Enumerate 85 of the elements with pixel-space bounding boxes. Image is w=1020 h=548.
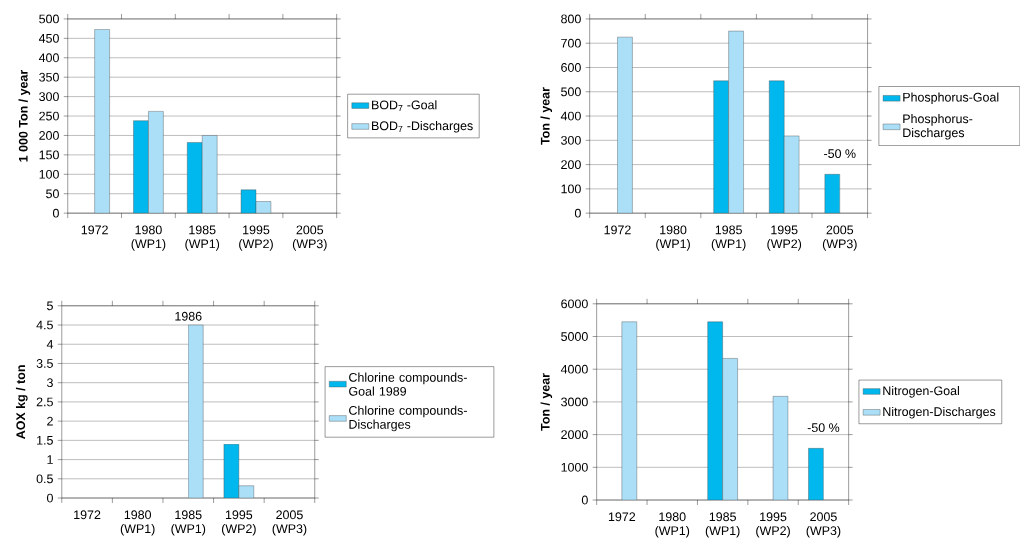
y-tick-label: 1: [47, 455, 53, 464]
legend-label: Phosphorus-Goal: [903, 92, 999, 105]
y-tick-label: 150: [39, 150, 59, 160]
x-tick-label: 1995 (WP2): [756, 512, 790, 538]
y-axis-title: 1 000 Ton / year: [18, 70, 31, 162]
annotation: 1986: [175, 311, 202, 321]
bar: [202, 135, 218, 214]
y-tick-label: 2.5: [36, 397, 53, 407]
x-tick-label: 1995 (WP2): [767, 225, 802, 251]
legend-label: Nitrogen-Goal: [883, 386, 959, 398]
bar: [188, 324, 204, 499]
x-tick-label: 1985 (WP1): [705, 512, 740, 538]
x-tick-label: 2005 (WP3): [272, 510, 307, 536]
y-tick-label: 700: [561, 38, 581, 48]
y-tick-label: 4.5: [36, 320, 53, 330]
y-tick-label: 2000: [561, 430, 588, 440]
x-tick-label: 1985 (WP1): [711, 225, 746, 251]
y-tick-label: 1.5: [37, 436, 53, 445]
bar: [769, 80, 785, 214]
annotation: -50 %: [824, 149, 856, 159]
x-tick-label: 1980 (WP1): [131, 225, 166, 251]
x-tick-label: 1995 (WP2): [239, 225, 273, 251]
y-tick-label: 3: [46, 378, 53, 388]
y-tick-label: 450: [38, 34, 59, 43]
y-axis-title: Ton / year: [540, 373, 553, 431]
y-tick-label: 300: [561, 136, 581, 145]
legend-label: Chlorine compounds-Discharges: [349, 405, 467, 432]
bar: [621, 321, 637, 501]
x-tick-label: 1972: [74, 510, 101, 520]
legend-label: Phosphorus-Discharges: [903, 114, 973, 140]
y-tick-label: 600: [561, 63, 581, 72]
bar: [772, 396, 789, 501]
bar: [617, 37, 633, 214]
y-tick-label: 0: [581, 495, 588, 505]
x-tick-label: 1985 (WP1): [171, 510, 206, 536]
y-tick-label: 800: [561, 14, 581, 24]
y-tick-label: 300: [39, 92, 59, 102]
bar: [728, 30, 744, 214]
x-tick-label: 1985 (WP1): [185, 225, 220, 251]
y-tick-label: 2: [47, 416, 53, 426]
y-tick-label: 4: [46, 340, 54, 349]
annotation: -50 %: [807, 423, 840, 433]
y-tick-label: 0.5: [36, 474, 53, 484]
y-tick-label: 200: [561, 160, 581, 170]
y-tick-label: 0: [47, 493, 53, 503]
legend-label: Nitrogen-Discharges: [883, 406, 996, 419]
y-tick-label: 1000: [561, 462, 588, 472]
x-tick-label: 1995 (WP2): [221, 510, 256, 536]
y-tick-label: 200: [39, 131, 59, 140]
y-tick-label: 3.5: [36, 359, 53, 368]
y-tick-label: 500: [39, 14, 59, 24]
y-axis-title: AOX kg / ton: [15, 365, 28, 440]
x-tick-label: 2005 (WP3): [292, 225, 327, 251]
y-tick-label: 250: [39, 111, 59, 121]
y-tick-label: 0: [52, 208, 59, 218]
y-tick-label: 100: [39, 169, 59, 179]
y-tick-label: 400: [38, 53, 59, 63]
y-axis-title: Ton / year: [540, 87, 553, 145]
y-tick-label: 500: [561, 87, 581, 97]
y-tick-label: 0: [574, 208, 581, 218]
bar: [713, 80, 729, 214]
x-tick-label: 1980 (WP1): [120, 510, 155, 536]
x-tick-label: 1972: [604, 225, 631, 235]
legend-label: BOD$_{7}$ -Discharges: [372, 121, 473, 133]
y-tick-label: 100: [561, 184, 581, 194]
bar: [148, 111, 164, 214]
bar: [824, 174, 840, 214]
y-tick-label: 5: [47, 301, 53, 311]
x-tick-label: 1972: [81, 225, 108, 235]
legend-label: BOD$_{7}$ -Goal: [372, 100, 437, 112]
x-tick-label: 2005 (WP3): [806, 512, 841, 538]
y-tick-label: 5000: [561, 332, 588, 341]
y-tick-label: 3000: [561, 397, 588, 407]
bar: [808, 448, 824, 501]
legend-label: Chlorine compounds-Goal 1989: [349, 372, 467, 396]
x-tick-label: 2005 (WP3): [822, 225, 857, 251]
y-tick-label: 4000: [560, 364, 588, 374]
bar: [94, 29, 110, 214]
x-tick-label: 1972: [608, 512, 636, 522]
y-tick-label: 50: [46, 189, 59, 199]
y-tick-label: 350: [39, 72, 59, 82]
x-tick-label: 1980 (WP1): [656, 225, 690, 251]
y-tick-label: 6000: [561, 299, 588, 309]
x-tick-label: 1980 (WP1): [655, 512, 690, 538]
y-tick-label: 400: [560, 111, 581, 121]
